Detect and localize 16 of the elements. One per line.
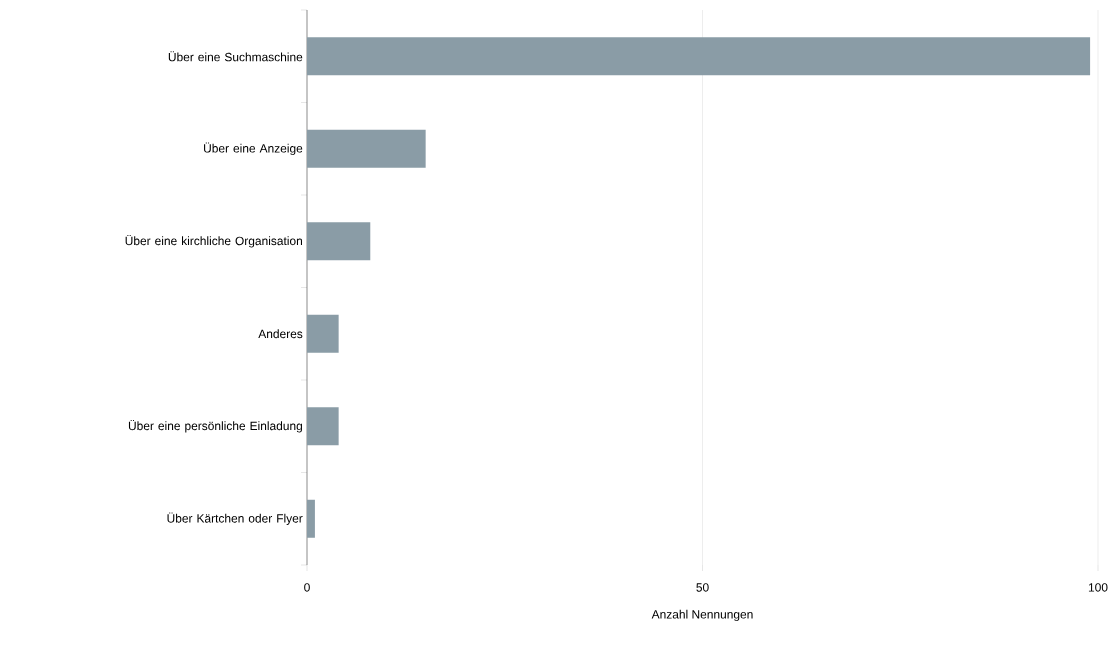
bar: [307, 37, 1091, 76]
bar: [307, 222, 371, 261]
y-tick-label: Anderes: [258, 329, 303, 339]
y-tick-label: Über eine persönliche Einladung: [128, 420, 302, 433]
bar: [307, 499, 315, 538]
x-tick-label: 50: [696, 583, 709, 592]
x-axis-title: Anzahl Nennungen: [651, 609, 753, 621]
bar: [307, 407, 339, 446]
y-tick-label: Über eine kirchliche Organisation: [125, 235, 302, 248]
x-tick-label: 100: [1088, 583, 1108, 592]
y-tick-label: Über eine Anzeige: [204, 142, 303, 155]
y-tick-label: Über Kärtchen oder Flyer: [167, 512, 303, 525]
bar: [307, 314, 339, 353]
x-tick-label: 0: [304, 583, 310, 592]
bar: [307, 129, 426, 168]
y-tick-label: Über eine Suchmaschine: [168, 51, 303, 62]
